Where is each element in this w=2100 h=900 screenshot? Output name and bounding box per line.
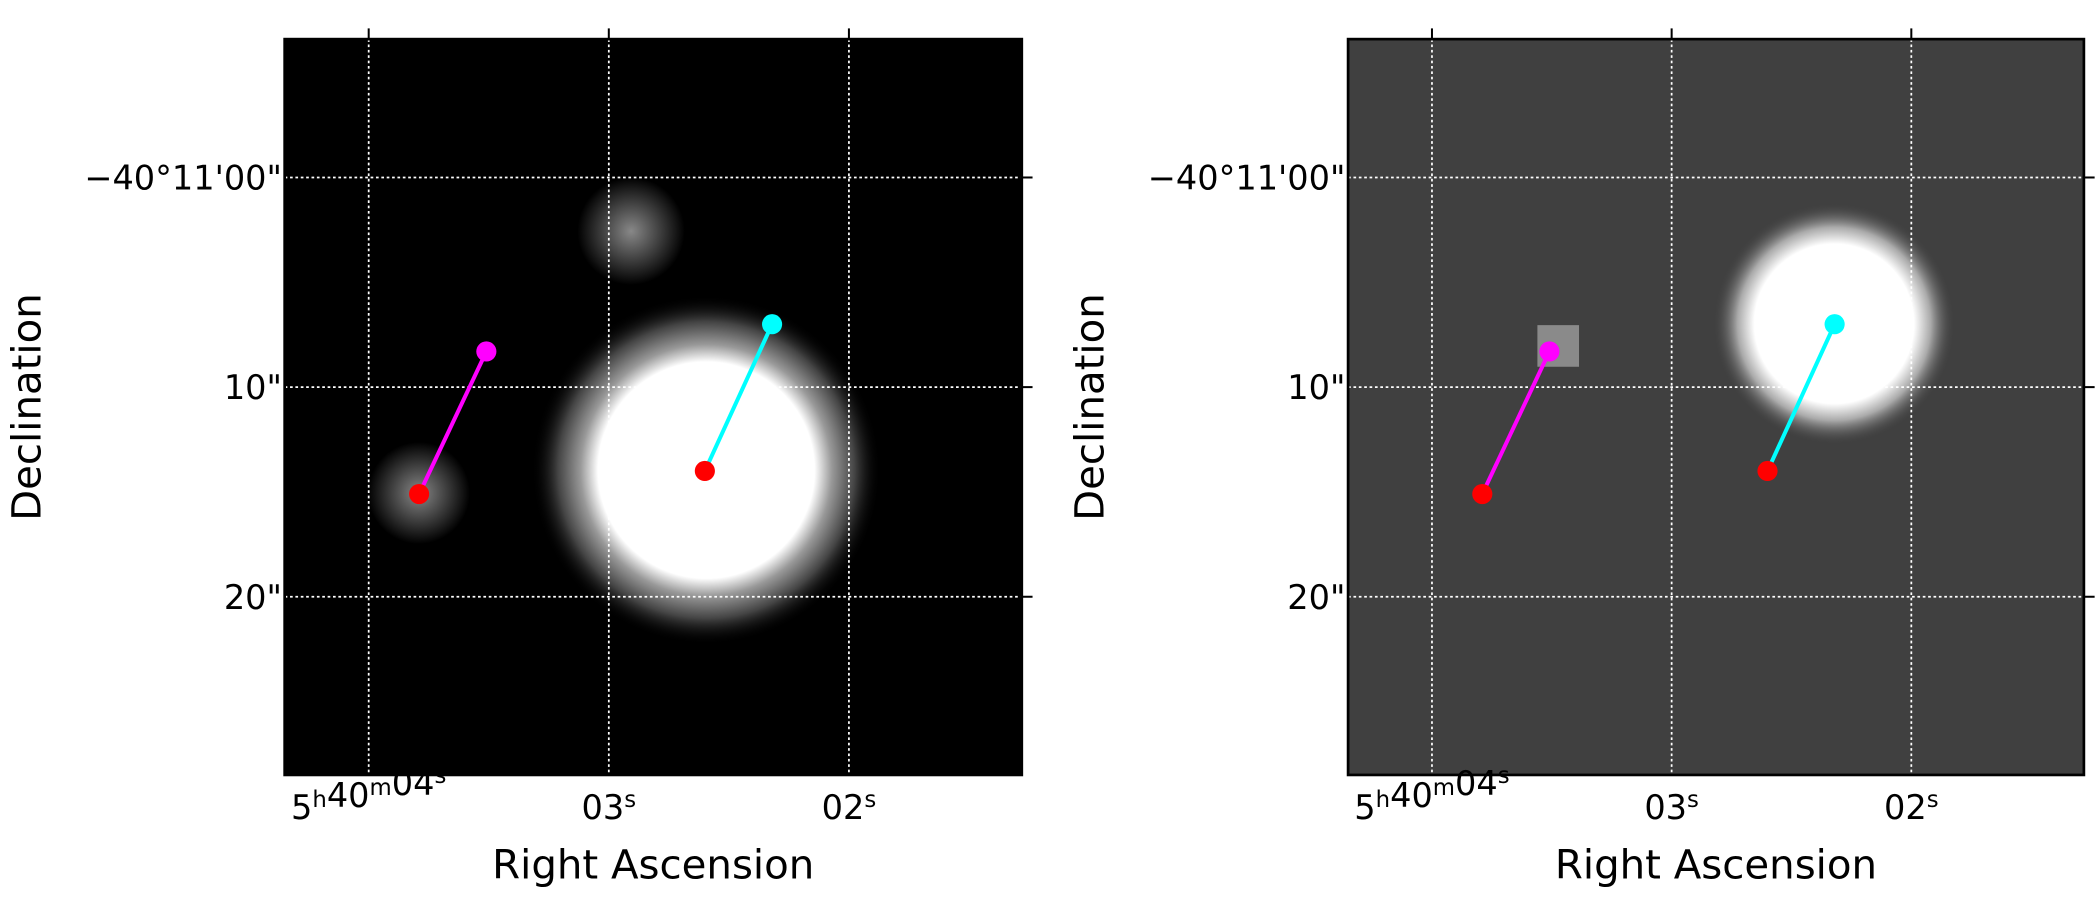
y-tick-label: 20" [1287,578,1345,617]
x-axis-label: Right Ascension [1555,842,1877,888]
plot-frame [1346,37,2086,777]
y-tick-label: −40°11'00" [84,159,282,198]
x-tick-label: 02s [822,787,877,827]
offset-line [1480,350,1552,495]
y-axis-label: Declination [1068,293,1114,521]
end-marker [1539,341,1560,362]
end-marker [1824,314,1845,335]
start-marker [409,483,430,505]
y-tick-label: 20" [224,578,282,617]
y-axis-label: Declination [4,293,50,521]
start-marker [1757,460,1778,482]
y-tick-label: 10" [224,368,282,407]
source-glow [577,177,685,285]
x-tick-label: 02s [1884,787,1939,827]
x-tick-label: 03s [582,787,637,827]
y-tick-label: 10" [1287,368,1345,407]
offset-line [417,350,489,495]
offset-line [1765,323,1837,472]
end-marker [762,314,783,335]
x-tick-label: 5h40m04s [1354,763,1509,827]
image-background [1348,39,2084,775]
plot-frame [283,37,1024,777]
offset-line [703,323,774,472]
y-tick-label: −40°11'00" [1148,159,1346,198]
start-marker [1472,483,1493,505]
x-axis-label: Right Ascension [492,842,814,888]
x-tick-label: 03s [1644,787,1699,827]
panel [1348,39,2084,775]
panel [284,39,1022,775]
start-marker [694,460,715,482]
end-marker [476,341,497,362]
